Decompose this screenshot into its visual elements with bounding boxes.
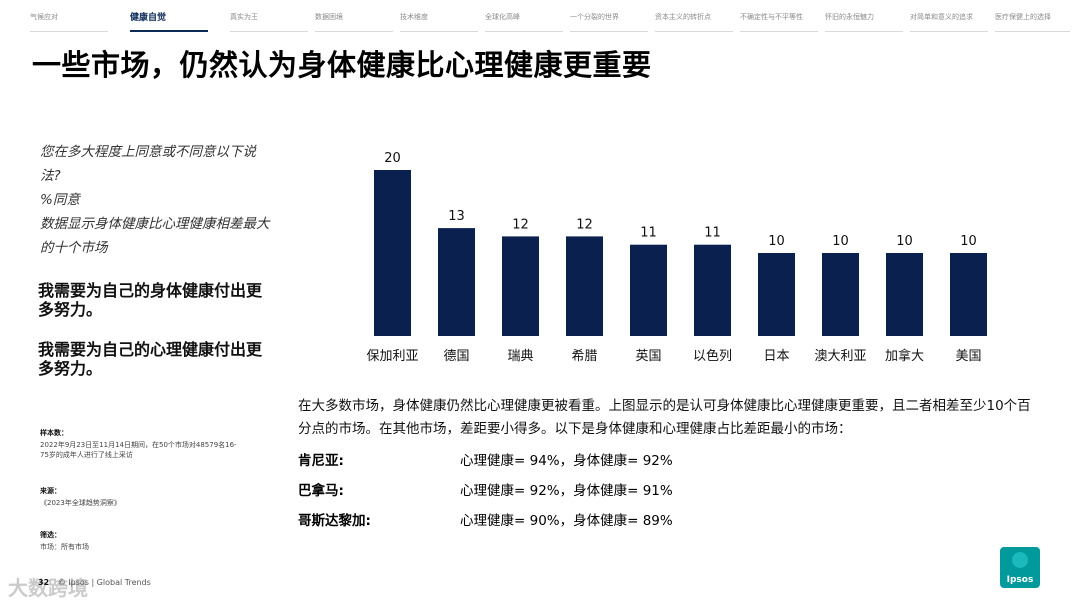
statement-mental: 我需要为自己的心理健康付出更多努力。 (38, 340, 263, 378)
category-label: 瑞典 (507, 349, 533, 364)
footer-text: © Ipsos | Global Trends (57, 578, 151, 587)
bar-澳大利亚 (822, 253, 859, 336)
nav-item[interactable]: 资本主义的转折点 (655, 0, 733, 32)
summary-paragraph: 在大多数市场，身体健康仍然比心理健康更被看重。上图显示的是认可身体健康比心理健康… (298, 398, 1031, 437)
comparison-values: 心理健康= 90%，身体健康= 89% (460, 513, 673, 529)
bar-美国 (950, 253, 987, 336)
logo-text: Ipsos (1006, 575, 1034, 585)
category-label: 保加利亚 (366, 349, 418, 364)
bar-日本 (758, 253, 795, 336)
comparison-country: 肯尼亚: (298, 453, 344, 469)
sample-label: 样本数： (40, 429, 68, 437)
category-label: 希腊 (571, 349, 597, 364)
watermark: 大数跨境 (8, 576, 88, 600)
nav-item[interactable]: 技术维度 (400, 0, 478, 32)
survey-question: 您在多大程度上同意或不同意以下说法? %同意 数据显示身体健康比心理健康相差最大… (40, 140, 270, 260)
ipsos-logo: Ipsos (1000, 547, 1040, 588)
bar-value-label: 11 (704, 226, 721, 241)
source-info: 来源： 《2023年全球趋势洞察》 (40, 486, 240, 508)
bar-德国 (438, 228, 475, 336)
sample-text: 2022年9月23日至11月14日期间，在50个市场对48579名16-75岁的… (40, 441, 237, 459)
page-number: 32 (38, 578, 50, 587)
category-label: 日本 (763, 349, 789, 364)
comparison-values: 心理健康= 94%，身体健康= 92% (460, 453, 673, 469)
bar-value-label: 10 (896, 234, 913, 249)
comparison-row: 哥斯达黎加: 心理健康= 90%，身体健康= 89% (298, 509, 1018, 529)
category-label: 加拿大 (885, 348, 924, 364)
source-text: 《2023年全球趋势洞察》 (40, 499, 121, 507)
comparison-row: 肯尼亚: 心理健康= 94%，身体健康= 92% (298, 449, 1018, 469)
comparison-values: 心理健康= 92%，身体健康= 91% (460, 483, 673, 499)
question-text: 您在多大程度上同意或不同意以下说法? (40, 144, 256, 184)
question-unit: %同意 (40, 192, 80, 208)
nav-item[interactable]: 不确定性与不平等性 (740, 0, 818, 32)
bar-value-label: 10 (832, 234, 849, 249)
filter-label: 筛选： (40, 531, 61, 539)
comparison-country: 巴拿马: (298, 483, 344, 499)
logo-mark-icon (1012, 552, 1028, 568)
comparison-country: 哥斯达黎加: (298, 513, 371, 529)
category-label: 美国 (955, 349, 981, 364)
filter-info: 筛选： 市场：所有市场 (40, 530, 240, 552)
nav-item[interactable]: 一个分裂的世界 (570, 0, 648, 32)
nav-item[interactable]: 数据困境 (315, 0, 393, 32)
bar-value-label: 13 (448, 209, 465, 224)
bar-英国 (630, 244, 667, 336)
bar-加拿大 (886, 253, 923, 336)
bar-chart: 20 保加利亚 13 德国 12 瑞典 12 希腊 11 英国 11 以色列 10 日本 10 澳大利亚 10 加… (366, 151, 987, 364)
nav-item[interactable]: 气候应对 (30, 0, 108, 32)
top-navigation: 气候应对 健康自觉 真实为王 数据困境 技术维度 全球化高峰 一个分裂的世界 资… (30, 0, 1070, 32)
footer: 32 © Ipsos | Global Trends (38, 578, 151, 587)
nav-item[interactable]: 对简单和意义的追求 (910, 0, 988, 32)
statement-physical: 我需要为自己的身体健康付出更多努力。 (38, 281, 263, 319)
category-label: 澳大利亚 (814, 348, 866, 364)
bar-瑞典 (502, 236, 539, 336)
bar-value-label: 10 (960, 234, 977, 249)
category-label: 英国 (635, 349, 661, 364)
bar-以色列 (694, 244, 731, 336)
bar-value-label: 20 (384, 151, 401, 166)
sample-info: 样本数： 2022年9月23日至11月14日期间，在50个市场对48579名16… (40, 428, 240, 460)
source-label: 来源： (40, 487, 61, 495)
page-title: 一些市场，仍然认为身体健康比心理健康更重要 (32, 48, 652, 82)
nav-item[interactable]: 真实为王 (230, 0, 308, 32)
filter-text: 市场：所有市场 (40, 543, 89, 551)
bar-value-label: 12 (512, 217, 529, 232)
comparison-row: 巴拿马: 心理健康= 92%，身体健康= 91% (298, 479, 1018, 499)
nav-item[interactable]: 怀旧的永恒魅力 (825, 0, 903, 32)
bar-希腊 (566, 236, 603, 336)
bar-value-label: 10 (768, 234, 785, 249)
category-label: 德国 (443, 349, 469, 364)
bar-保加利亚 (374, 170, 411, 336)
nav-item-active[interactable]: 健康自觉 (130, 0, 208, 32)
bar-value-label: 12 (576, 217, 593, 232)
nav-item[interactable]: 医疗保健上的选择 (995, 0, 1070, 32)
category-label: 以色列 (693, 348, 732, 364)
bar-value-label: 11 (640, 226, 657, 241)
nav-item[interactable]: 全球化高峰 (485, 0, 563, 32)
question-note: 数据显示身体健康比心理健康相差最大的十个市场 (40, 216, 270, 256)
